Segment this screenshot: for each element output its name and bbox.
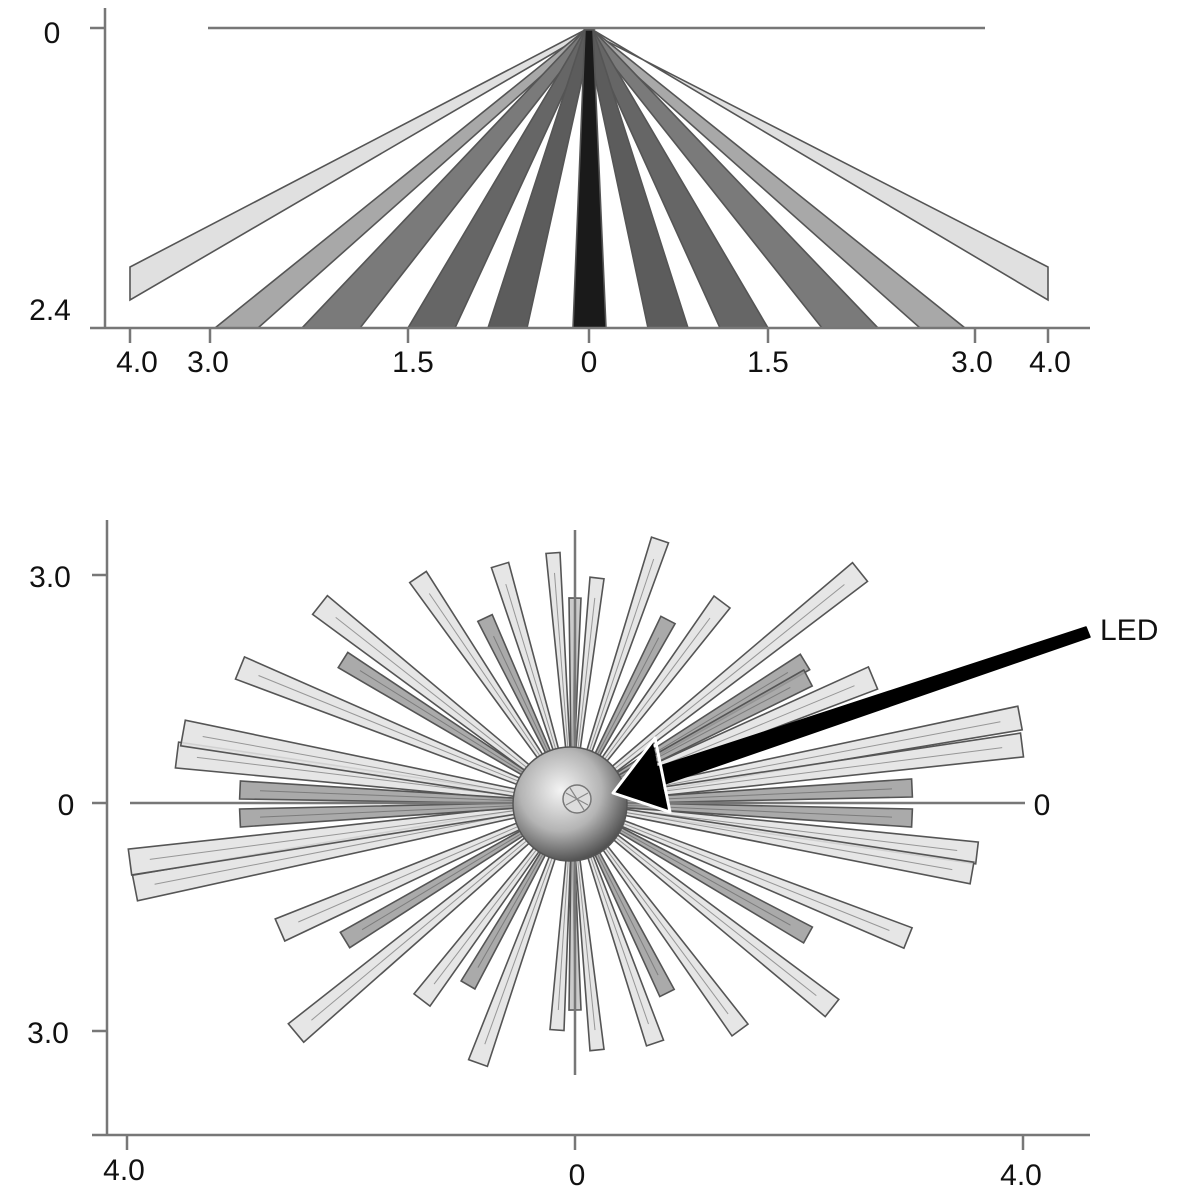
top-beam-core-32 [606,822,791,926]
top-beam-core-17 [202,736,533,797]
top-beam-core-11 [433,834,549,985]
side-view-beams [129,29,1049,329]
top-beam-core-25 [595,617,711,772]
side-beam-7 [583,29,770,329]
top-view-y-tick-label-2: 3.0 [27,1017,69,1050]
side-view-y-tick-label-0: 0 [44,17,61,50]
top-beam-core-31 [259,804,533,818]
top-beam-core-3 [611,809,953,871]
side-x-tick-label-5: 3.0 [951,346,993,379]
top-beam-core-9 [557,842,570,1011]
top-view-y-tick-label-0: 3.0 [29,561,71,594]
side-x-tick-label-0: 4.0 [116,346,158,379]
top-beam-core-18 [258,675,536,789]
top-beam-core-37 [590,637,660,768]
top-beam-core-20 [428,593,550,771]
top-beam-core-40 [589,838,659,976]
top-beam-core-22 [554,572,570,764]
side-x-tick-label-2: 1.5 [392,346,434,379]
top-beam-core-24 [584,558,655,766]
top-beam-core-33 [359,670,539,783]
top-beam-core-7 [584,840,649,1025]
side-view: 0 2.4 4.0 3.0 1.5 0 1.5 3.0 4.0 [29,8,1090,379]
top-beam-core-10 [484,840,559,1045]
top-view-right-tick-label: 0 [1034,789,1051,822]
top-view-x-tick-label-1: 0 [569,1159,586,1192]
side-x-tick-label-3: 0 [581,346,598,379]
top-beam-core-12 [311,828,542,1021]
top-view: LED 3.0 0 3.0 0 4.0 0 4.0 [27,520,1158,1192]
top-beam-core-8 [575,842,596,1031]
top-beam-core-30 [259,790,533,802]
top-beam-core-15 [149,807,533,860]
top-beam-core-2 [611,807,958,851]
led-callout-label: LED [1100,614,1158,647]
top-beam-core-5 [603,827,817,996]
top-beam-core-23 [575,597,596,764]
side-view-y-tick-label-1: 2.4 [29,294,71,327]
led-chip-icon [562,784,592,814]
top-beam-core-38 [493,635,556,768]
side-view-x-ticks: 4.0 3.0 1.5 0 1.5 3.0 4.0 [116,328,1071,379]
top-view-y-tick-label-1: 0 [58,789,75,822]
top-beam-core-6 [595,834,729,1015]
top-view-x-tick-label-2: 4.0 [1000,1159,1042,1192]
top-beam-core-4 [608,817,890,931]
top-beam-core-26 [602,584,845,779]
side-x-tick-label-6: 4.0 [1029,346,1071,379]
top-view-x-tick-label-0: 4.0 [103,1154,145,1187]
top-beam-core-1 [611,747,1003,799]
top-beam-core-13 [298,818,536,923]
side-x-tick-label-4: 1.5 [747,346,789,379]
led-callout-arrowhead-outline [611,736,672,814]
top-beam-core-36 [361,823,539,931]
top-beam-core-39 [477,837,553,968]
led-callout-arrowhead [619,747,665,805]
top-beam-core-19 [335,617,541,779]
side-x-tick-label-1: 3.0 [187,346,229,379]
top-view-beams [127,536,1025,1068]
top-beam-core-0 [611,721,1001,796]
top-beam-core-14 [154,810,533,885]
top-beam-core-21 [505,583,561,765]
